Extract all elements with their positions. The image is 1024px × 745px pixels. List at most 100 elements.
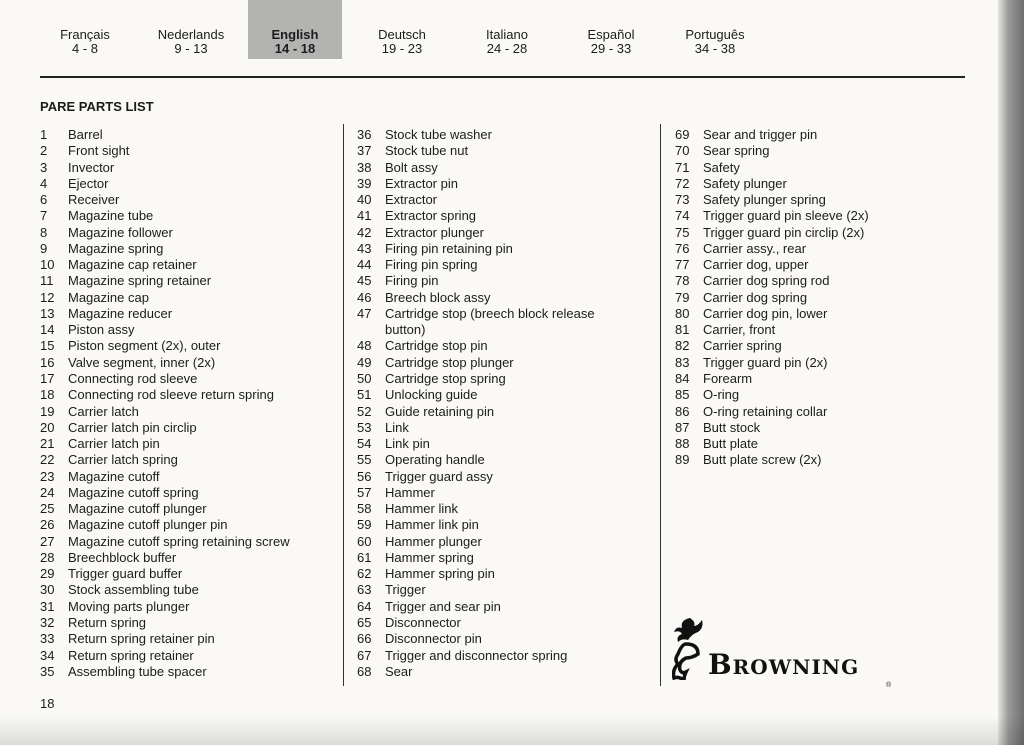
part-row: 73 Safety plunger spring — [675, 192, 939, 208]
part-row: 40 Extractor — [357, 192, 615, 208]
part-number: 87 — [675, 419, 690, 435]
part-name: Bolt assy — [385, 159, 438, 175]
part-row: 50 Cartridge stop spring — [357, 371, 615, 387]
part-name: Safety — [703, 159, 740, 175]
part-row: 28 Breechblock buffer — [40, 550, 304, 566]
part-name: Barrel — [68, 127, 103, 142]
part-name: Trigger guard pin circlip (2x) — [703, 224, 865, 240]
part-number: 63 — [357, 582, 372, 598]
language-link-6: Português 34 - 38 — [670, 28, 760, 56]
part-number: 89 — [675, 452, 690, 468]
part-row: 46 Breech block assy — [357, 290, 615, 306]
part-number: 17 — [40, 370, 55, 386]
part-name: Return spring retainer — [68, 647, 194, 663]
part-number: 46 — [357, 289, 372, 305]
part-name: Stock tube nut — [385, 143, 469, 159]
part-row: 13 Magazine reducer — [40, 306, 304, 322]
part-number: 25 — [40, 501, 55, 517]
part-name: Extractor spring — [385, 208, 477, 224]
part-number: 44 — [357, 257, 372, 273]
part-row: 25 Magazine cutoff plunger — [40, 501, 304, 517]
part-number: 65 — [357, 614, 372, 630]
part-number: 12 — [40, 289, 55, 305]
column-divider — [660, 124, 661, 686]
part-row: 79 Carrier dog spring — [675, 290, 939, 306]
part-row: 83 Trigger guard pin (2x) — [675, 355, 939, 371]
part-name: Butt plate screw (2x) — [703, 452, 822, 468]
part-number: 82 — [675, 338, 690, 354]
scan-shadow — [0, 715, 1024, 745]
part-number: 13 — [40, 305, 55, 321]
part-number: 3 — [40, 159, 48, 175]
part-row: 66 Disconnector pin — [357, 631, 615, 647]
part-name: Magazine spring retainer — [68, 273, 212, 289]
part-row: 41 Extractor spring — [357, 208, 615, 224]
part-row: 54 Link pin — [357, 436, 615, 452]
language-link-2: English 14 - 18 — [248, 0, 342, 59]
part-name: Valve segment, inner (2x) — [68, 354, 216, 370]
part-name: Sear and trigger pin — [703, 127, 818, 142]
part-row: 15 Piston segment (2x), outer — [40, 338, 304, 354]
part-name: Magazine cutoff plunger pin — [68, 517, 228, 533]
part-number: 51 — [357, 387, 372, 403]
part-row: 6 Receiver — [40, 192, 304, 208]
part-name: Magazine cutoff spring — [68, 484, 199, 500]
part-row: 78 Carrier dog spring rod — [675, 273, 939, 289]
part-number: 40 — [357, 192, 372, 208]
part-row: 29 Trigger guard buffer — [40, 566, 304, 582]
part-row: 45 Firing pin — [357, 273, 615, 289]
part-number: 41 — [357, 208, 372, 224]
part-row: 75 Trigger guard pin circlip (2x) — [675, 225, 939, 241]
part-name: Return spring retainer pin — [68, 631, 215, 647]
part-name: Invector — [68, 159, 115, 175]
part-name: Extractor plunger — [385, 224, 484, 240]
part-number: 75 — [675, 224, 690, 240]
part-name: Carrier latch — [68, 403, 139, 419]
part-row: 39 Extractor pin — [357, 176, 615, 192]
part-row: 35 Assembling tube spacer — [40, 664, 304, 680]
part-name: Magazine cutoff plunger — [68, 501, 207, 517]
part-name: Link — [385, 419, 409, 435]
part-number: 9 — [40, 240, 48, 256]
part-row: 63 Trigger — [357, 582, 615, 598]
part-number: 20 — [40, 419, 55, 435]
part-name: Link pin — [385, 436, 430, 452]
part-number: 78 — [675, 273, 690, 289]
part-row: 38 Bolt assy — [357, 160, 615, 176]
part-number: 14 — [40, 322, 55, 338]
browning-buckmark-icon — [671, 614, 712, 685]
part-row: 57 Hammer — [357, 485, 615, 501]
part-name: Safety plunger spring — [703, 192, 826, 208]
part-row: 56 Trigger guard assy — [357, 469, 615, 485]
part-number: 66 — [357, 631, 372, 647]
part-row: 23 Magazine cutoff — [40, 469, 304, 485]
page-number: 18 — [40, 696, 55, 711]
part-row: 26 Magazine cutoff plunger pin — [40, 517, 304, 533]
part-name: O-ring retaining collar — [703, 403, 828, 419]
part-number: 24 — [40, 484, 55, 500]
part-name: Sear — [385, 663, 413, 679]
part-name: Carrier, front — [703, 322, 776, 338]
part-number: 53 — [357, 419, 372, 435]
part-number: 60 — [357, 533, 372, 549]
part-name: Operating handle — [385, 452, 485, 468]
part-row: 47 Cartridge stop (breech block release b… — [357, 306, 615, 339]
language-pages: 19 - 23 — [381, 41, 423, 56]
part-number: 8 — [40, 224, 48, 240]
part-number: 19 — [40, 403, 55, 419]
part-name: Magazine cap retainer — [68, 257, 197, 273]
part-name: Carrier latch pin — [68, 436, 160, 452]
part-number: 31 — [40, 598, 55, 614]
part-row: 52 Guide retaining pin — [357, 404, 615, 420]
part-number: 18 — [40, 387, 55, 403]
part-name: Carrier assy., rear — [703, 240, 807, 256]
part-name: Magazine spring — [68, 240, 164, 256]
part-number: 49 — [357, 354, 372, 370]
part-name: Carrier spring — [703, 338, 782, 354]
part-name: Extractor pin — [385, 175, 458, 191]
part-number: 85 — [675, 387, 690, 403]
language-pages: 24 - 28 — [486, 41, 528, 56]
language-pages: 29 - 33 — [590, 41, 632, 56]
part-number: 29 — [40, 566, 55, 582]
part-number: 62 — [357, 566, 372, 582]
